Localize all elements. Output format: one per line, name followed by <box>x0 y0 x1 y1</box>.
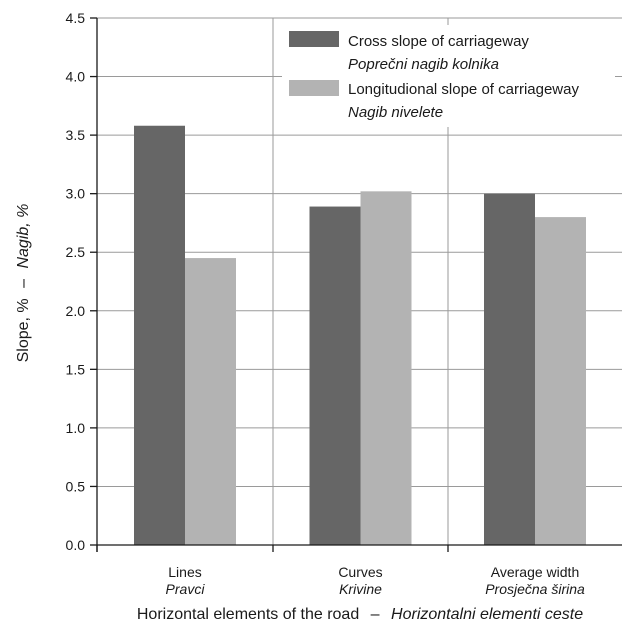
y-tick-label-0: 0.0 <box>66 537 86 553</box>
y-tick-label-1: 0.5 <box>66 478 86 494</box>
legend-label-longitudinal-slope: Longitudional slope of carriageway <box>348 81 579 98</box>
y-tick-label-3: 1.5 <box>66 361 86 377</box>
category-sublabel-1: Krivine <box>339 581 382 597</box>
y-tick-label-7: 3.5 <box>66 127 86 143</box>
legend: Cross slope of carriageway Poprečni nagi… <box>282 25 615 127</box>
bars <box>134 125 586 546</box>
category-sublabel-0: Pravci <box>166 581 206 597</box>
y-axis-title-secondary: Nagib, % <box>15 204 32 269</box>
legend-swatch-cross-slope <box>289 31 339 47</box>
y-tick-label-5: 2.5 <box>66 244 86 260</box>
x-axis-title-secondary: Horizontalni elementi ceste <box>391 606 583 623</box>
y-tick-label-4: 2.0 <box>66 303 86 319</box>
y-axis-title-separator: – <box>15 279 32 288</box>
x-axis-title: Horizontal elements of the road – Horizo… <box>137 606 583 623</box>
y-tick-label-9: 4.5 <box>66 10 86 26</box>
bar-1-0 <box>309 206 361 545</box>
legend-swatch-longitudinal-slope <box>289 80 339 96</box>
bar-1-1 <box>360 191 412 545</box>
category-sublabel-2: Prosječna širina <box>485 581 585 597</box>
y-axis-title-primary: Slope, % <box>15 298 32 362</box>
y-tick-label-2: 1.0 <box>66 420 86 436</box>
bar-0-1 <box>185 258 236 545</box>
x-axis-title-primary: Horizontal elements of the road <box>137 606 359 623</box>
y-tick-labels: 0.0 0.5 1.0 1.5 2.0 2.5 3.0 3.5 4.0 4.5 <box>66 10 86 553</box>
category-label-1: Curves <box>338 564 382 580</box>
x-axis-title-separator: – <box>371 606 380 623</box>
y-tick-label-8: 4.0 <box>66 69 86 85</box>
category-label-2: Average width <box>491 564 579 580</box>
bar-0-0 <box>134 125 185 546</box>
axes <box>90 17 622 552</box>
bar-2-1 <box>535 217 586 546</box>
category-label-0: Lines <box>168 564 201 580</box>
legend-sublabel-cross-slope: Poprečni nagib kolnika <box>348 56 499 73</box>
legend-label-cross-slope: Cross slope of carriageway <box>348 33 529 50</box>
y-axis-title: Slope, % – Nagib, % <box>15 204 32 363</box>
y-tick-label-6: 3.0 <box>66 186 86 202</box>
bar-2-0 <box>484 193 535 545</box>
legend-sublabel-longitudinal-slope: Nagib nivelete <box>348 104 443 121</box>
